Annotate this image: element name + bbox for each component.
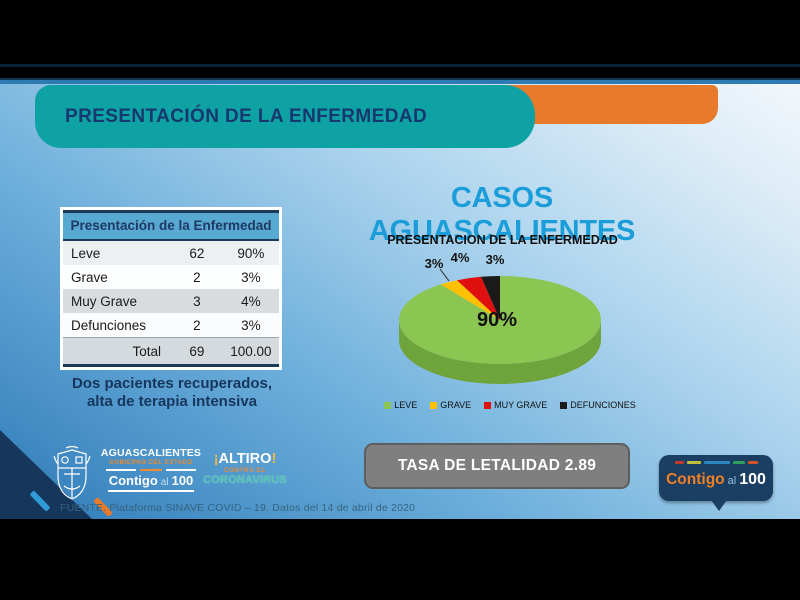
table-total-row: Total 69 100.00 [63,337,279,364]
row-label: Grave [71,269,108,285]
legend-label: MUY GRAVE [494,400,548,410]
chart-legend: LEVE GRAVE MUY GRAVE DEFUNCIONES [380,400,640,410]
row-label: Leve [71,245,101,261]
legend-swatch-defunciones [560,401,568,409]
table-row: Defunciones 2 3% [63,313,279,337]
table-title: Presentación de la Enfermedad [63,213,279,241]
gov-slogan-contigo: Contigo [108,473,158,488]
legend-swatch-muy-grave [484,401,492,409]
table-row: Grave 2 3% [63,265,279,289]
legend-swatch-grave [430,401,438,409]
pie-label-leve: 90% [476,309,518,331]
pie-label-muy-grave: 4% [450,250,470,265]
note-line1: Dos pacientes recuperados, [71,375,273,392]
lethality-rate-box: TASA DE LETALIDAD 2.89 [364,443,630,489]
slide-canvas: PRESENTACIÓN DE LA ENFERMEDAD CASOS AGUA… [0,78,800,519]
pie-label-defunciones: 3% [485,252,505,267]
legend-label: DEFUNCIONES [570,400,636,410]
row-pct: 90% [237,245,265,261]
altiro-excl-open: ¡ [213,451,219,467]
table-row: Muy Grave 3 4% [63,289,279,313]
legend-label: GRAVE [440,400,472,410]
slide-top-border-blue [0,80,800,84]
gov-slogan-al: al [160,477,169,488]
summary-table: Presentación de la Enfermedad Leve 62 90… [60,207,282,370]
legend-label: LEVE [394,400,418,410]
altiro-campaign-logo: ¡ALTIRO! CONTRA EL CORONAVIRUS [200,451,290,486]
state-coat-of-arms-icon [53,446,91,500]
badge-speech-tail [711,500,727,511]
table-row: Leve 62 90% [63,241,279,265]
gov-logo: AGUASCALIENTES GOBIERNO DEL ESTADO Conti… [94,447,208,492]
letterbox-accent-line [0,64,800,67]
row-count: 62 [189,245,205,261]
legend-item: DEFUNCIONES [560,400,636,410]
gov-logo-slogan: Contigo al 100 [94,473,208,488]
badge-word-100: 100 [739,471,766,488]
legend-item: MUY GRAVE [484,400,547,410]
gov-logo-rule [94,469,208,471]
badge-word-al: al [727,475,737,487]
slide-top-border-dark [0,78,800,80]
gov-logo-underline [108,490,194,492]
altiro-word: ALTIRO [218,451,272,467]
orange-header-tab [500,85,718,124]
gov-slogan-100: 100 [171,473,194,488]
altiro-title: ¡ALTIRO! [200,451,290,467]
row-label: Defunciones [71,317,147,333]
badge-wordmark: Contigo al 100 [659,471,773,489]
legend-item: GRAVE [430,400,471,410]
row-pct: 3% [241,317,261,333]
total-pct: 100.00 [230,343,272,359]
recovered-note: Dos pacientes recuperados, alta de terap… [38,375,306,410]
altiro-contra-el: CONTRA EL [224,468,266,474]
lethality-rate-label: TASA DE LETALIDAD 2.89 [397,457,597,474]
row-pct: 3% [241,269,261,285]
row-count: 2 [193,317,201,333]
badge-word-contigo: Contigo [666,471,725,488]
gov-logo-subtitle: GOBIERNO DEL ESTADO [109,460,193,466]
pie-label-grave: 3% [424,256,444,271]
source-caption: FUENTE. Plataforma SINAVE COVID – 19. Da… [60,502,416,514]
altiro-coronavirus: CORONAVIRUS [203,474,287,486]
row-label: Muy Grave [71,293,138,309]
note-line2: alta de terapia intensiva [86,392,258,410]
pie-chart-svg [399,268,601,384]
total-count: 69 [189,343,205,359]
row-pct: 4% [241,293,261,309]
chart-title: PRESENTACION DE LA ENFERMEDAD [387,233,618,247]
legend-item: LEVE [384,400,417,410]
gov-logo-state: AGUASCALIENTES [100,447,202,459]
row-count: 2 [193,269,201,285]
header-title: PRESENTACIÓN DE LA ENFERMEDAD [65,105,428,127]
letterbox-top [0,0,800,78]
contigo-al-100-badge: Contigo al 100 [659,455,773,511]
letterbox-bottom [0,519,800,600]
main-title: CASOS AGUASCALIENTES [368,182,636,247]
header-banner: PRESENTACIÓN DE LA ENFERMEDAD [35,85,535,148]
total-label: Total [132,343,161,359]
badge-color-dashes [659,461,773,464]
row-count: 3 [193,293,201,309]
legend-swatch-leve [384,401,392,409]
altiro-excl-close: ! [271,451,277,467]
